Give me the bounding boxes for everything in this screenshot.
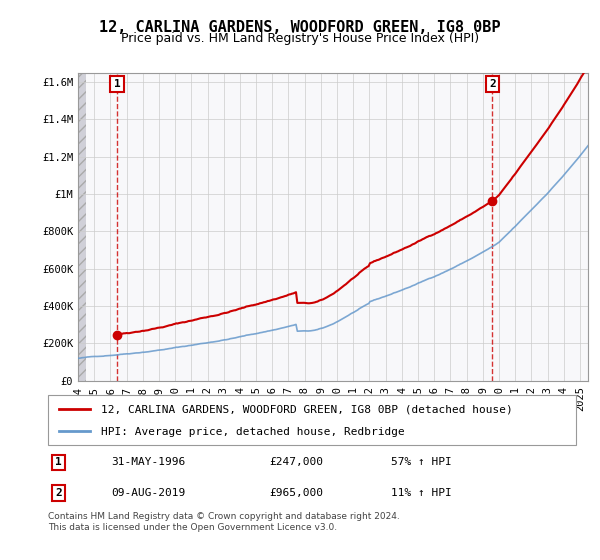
Text: 09-AUG-2019: 09-AUG-2019	[112, 488, 185, 498]
Text: 1: 1	[114, 79, 121, 89]
Text: 12, CARLINA GARDENS, WOODFORD GREEN, IG8 0BP: 12, CARLINA GARDENS, WOODFORD GREEN, IG8…	[99, 20, 501, 35]
Text: Price paid vs. HM Land Registry's House Price Index (HPI): Price paid vs. HM Land Registry's House …	[121, 32, 479, 45]
Text: 1: 1	[55, 458, 62, 468]
Text: £247,000: £247,000	[270, 458, 324, 468]
Text: £965,000: £965,000	[270, 488, 324, 498]
Text: 31-MAY-1996: 31-MAY-1996	[112, 458, 185, 468]
FancyBboxPatch shape	[48, 395, 576, 445]
Text: HPI: Average price, detached house, Redbridge: HPI: Average price, detached house, Redb…	[101, 427, 404, 437]
Text: 11% ↑ HPI: 11% ↑ HPI	[391, 488, 452, 498]
Text: 2: 2	[55, 488, 62, 498]
Text: 12, CARLINA GARDENS, WOODFORD GREEN, IG8 0BP (detached house): 12, CARLINA GARDENS, WOODFORD GREEN, IG8…	[101, 405, 512, 415]
Text: 2: 2	[489, 79, 496, 89]
Text: 57% ↑ HPI: 57% ↑ HPI	[391, 458, 452, 468]
Text: Contains HM Land Registry data © Crown copyright and database right 2024.
This d: Contains HM Land Registry data © Crown c…	[48, 512, 400, 532]
